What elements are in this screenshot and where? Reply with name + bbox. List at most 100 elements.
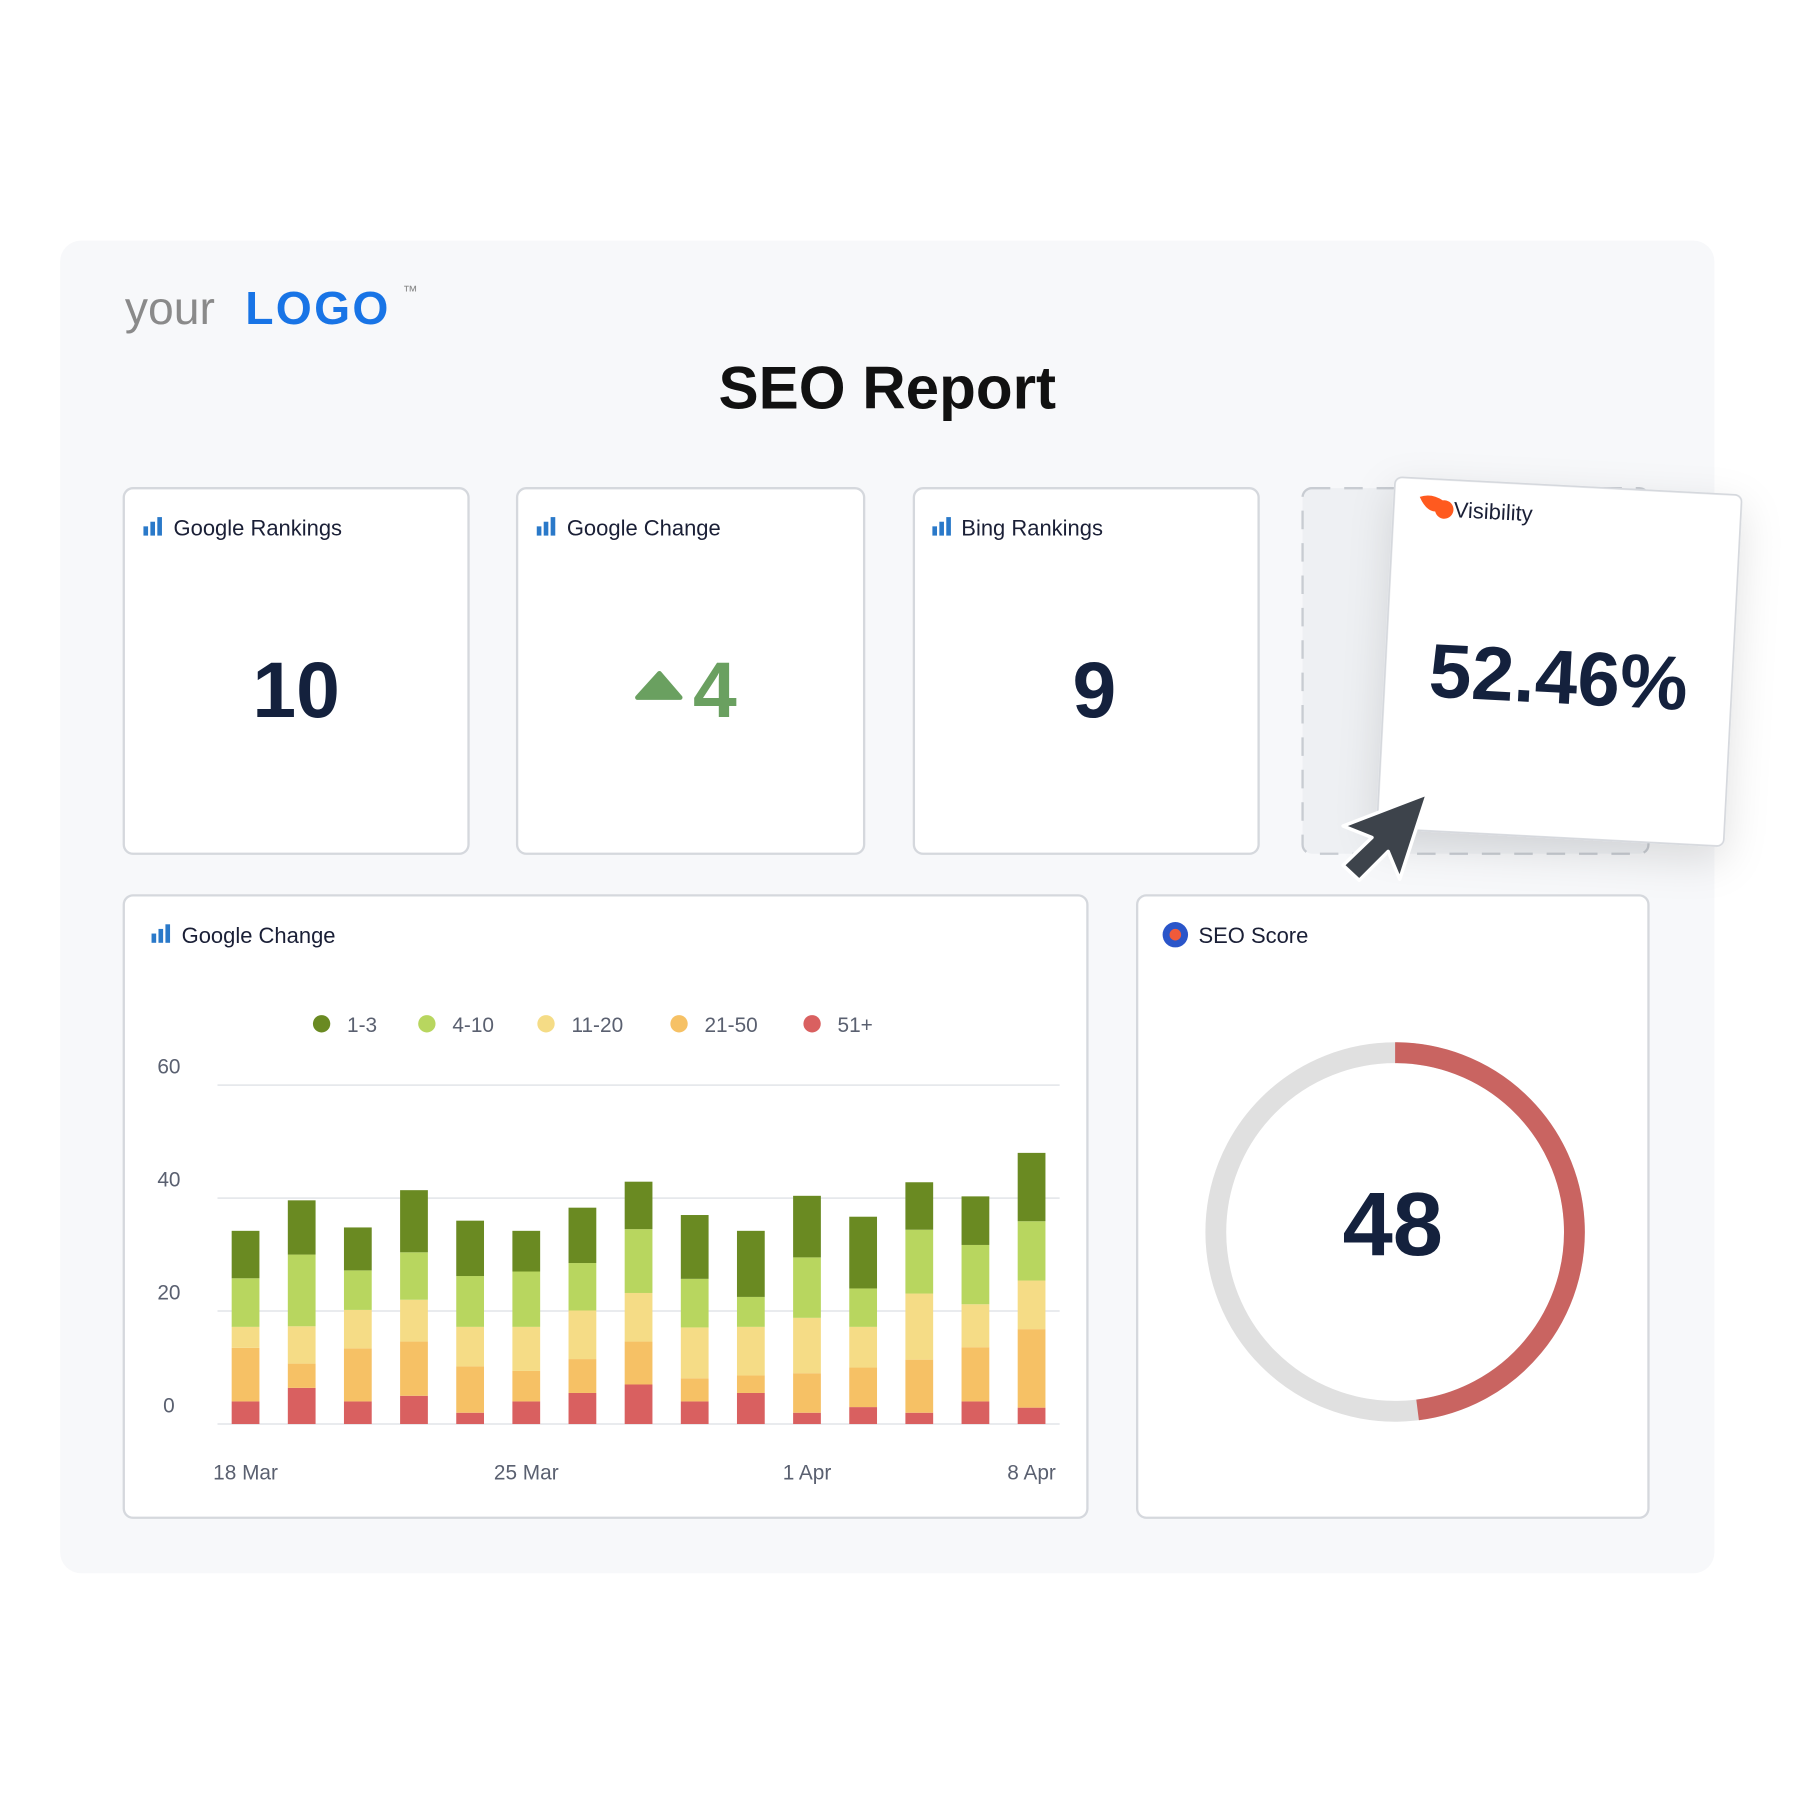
bar-segment — [343, 1309, 372, 1349]
legend-label: 51+ — [838, 1014, 873, 1037]
bar-segment — [1017, 1152, 1046, 1222]
bar-segment — [961, 1244, 990, 1305]
card: Bing Rankings 9 — [912, 487, 1260, 855]
bar-segment — [1017, 1407, 1046, 1425]
bar-segment — [287, 1363, 316, 1388]
bar-segment — [793, 1412, 821, 1425]
bar-segment — [736, 1296, 765, 1327]
chart-title: Google Change — [182, 923, 336, 948]
bar-segment — [849, 1216, 878, 1289]
y-tick-label: 60 — [157, 1056, 180, 1079]
bar-segment — [624, 1181, 653, 1230]
bar-segment — [905, 1293, 934, 1360]
bar-segment — [1017, 1329, 1046, 1408]
bar-segment — [568, 1263, 597, 1311]
bar-segment — [231, 1347, 260, 1402]
card-title: Google Change — [567, 516, 721, 541]
cursor — [1341, 791, 1430, 883]
bar-segment — [849, 1367, 878, 1408]
bar-segment — [568, 1310, 597, 1360]
bar-segment — [1017, 1280, 1046, 1330]
bar-segment — [1017, 1221, 1046, 1281]
bar-segment — [456, 1412, 485, 1425]
bar-segment — [680, 1401, 709, 1425]
bar-segment — [680, 1327, 709, 1379]
bar-segment — [680, 1278, 709, 1328]
bar-segment — [568, 1392, 597, 1425]
bar-segment — [343, 1227, 372, 1271]
bar-segment — [400, 1252, 428, 1300]
bar-segment — [512, 1230, 541, 1272]
bar-segment — [849, 1407, 878, 1425]
bar-segment — [793, 1373, 821, 1413]
bar-segment — [287, 1387, 316, 1425]
score-title: SEO Score — [1198, 923, 1308, 948]
bar-segment — [287, 1254, 316, 1327]
bar-segment — [624, 1292, 653, 1342]
bar-segment — [568, 1207, 597, 1264]
legend-dot — [418, 1015, 436, 1033]
bar-segment — [456, 1276, 485, 1327]
bar-segment — [680, 1378, 709, 1402]
bar-segment — [961, 1196, 990, 1245]
bar-segment — [231, 1401, 260, 1425]
bar-segment — [793, 1317, 821, 1374]
bar-segment — [231, 1326, 260, 1348]
bar-segment — [736, 1375, 765, 1393]
card[interactable]: Visibility 52.46% — [1376, 476, 1743, 847]
bar-segment — [793, 1195, 821, 1258]
card-title: Google Rankings — [174, 516, 343, 541]
bar-segment — [905, 1412, 934, 1425]
bar-segment — [456, 1220, 485, 1277]
card-value: 52.46% — [1427, 629, 1690, 727]
bar-segment — [680, 1215, 709, 1279]
bar-segment — [400, 1190, 428, 1253]
up-arrow — [635, 670, 683, 700]
bar-segment — [512, 1271, 541, 1327]
bar-segment — [961, 1304, 990, 1348]
legend-label: 4-10 — [452, 1014, 494, 1037]
bar-segment — [343, 1270, 372, 1310]
bar-segment — [400, 1395, 428, 1425]
card-value: 9 — [1072, 646, 1116, 734]
card-value: 10 — [252, 646, 340, 734]
legend-dot — [803, 1015, 821, 1033]
bar-segment — [624, 1229, 653, 1293]
legend-dot — [537, 1015, 555, 1033]
semrush-icon — [1419, 495, 1454, 519]
bar-segment — [512, 1370, 541, 1402]
bar-segment — [736, 1326, 765, 1376]
bar-segment — [287, 1200, 316, 1255]
gauge-arc — [1395, 1042, 1585, 1421]
bar-segment — [793, 1257, 821, 1318]
bar-segment — [400, 1299, 428, 1342]
bar-segment — [231, 1230, 260, 1279]
bar-segment — [512, 1326, 541, 1371]
bar-segment — [456, 1366, 485, 1413]
bar-segment — [905, 1182, 934, 1230]
bar-segment — [905, 1359, 934, 1413]
card: Google Change 4 — [515, 487, 866, 855]
card-title: Bing Rankings — [961, 516, 1103, 541]
logo: LOGO — [245, 282, 390, 334]
bar-segment — [736, 1230, 765, 1297]
legend-dot — [312, 1015, 331, 1033]
bar-segment — [568, 1359, 597, 1393]
legend-dot — [670, 1015, 688, 1033]
bar-segment — [624, 1384, 653, 1425]
bar-segment — [849, 1288, 878, 1327]
bar-segment — [343, 1348, 372, 1402]
bar-segment — [961, 1347, 990, 1402]
bar-segment — [905, 1229, 934, 1294]
trademark: ™ — [403, 283, 418, 300]
bar-segment — [231, 1278, 260, 1327]
legend-label: 1-3 — [347, 1014, 377, 1037]
x-tick-label: 1 Apr — [783, 1462, 832, 1485]
bar-segment — [400, 1341, 428, 1396]
bar-segment — [624, 1341, 653, 1385]
bar-segment — [961, 1401, 990, 1425]
report-title: SEO Report — [719, 354, 1056, 421]
card: Google Rankings 10 — [122, 487, 470, 855]
bar-segment — [849, 1326, 878, 1368]
